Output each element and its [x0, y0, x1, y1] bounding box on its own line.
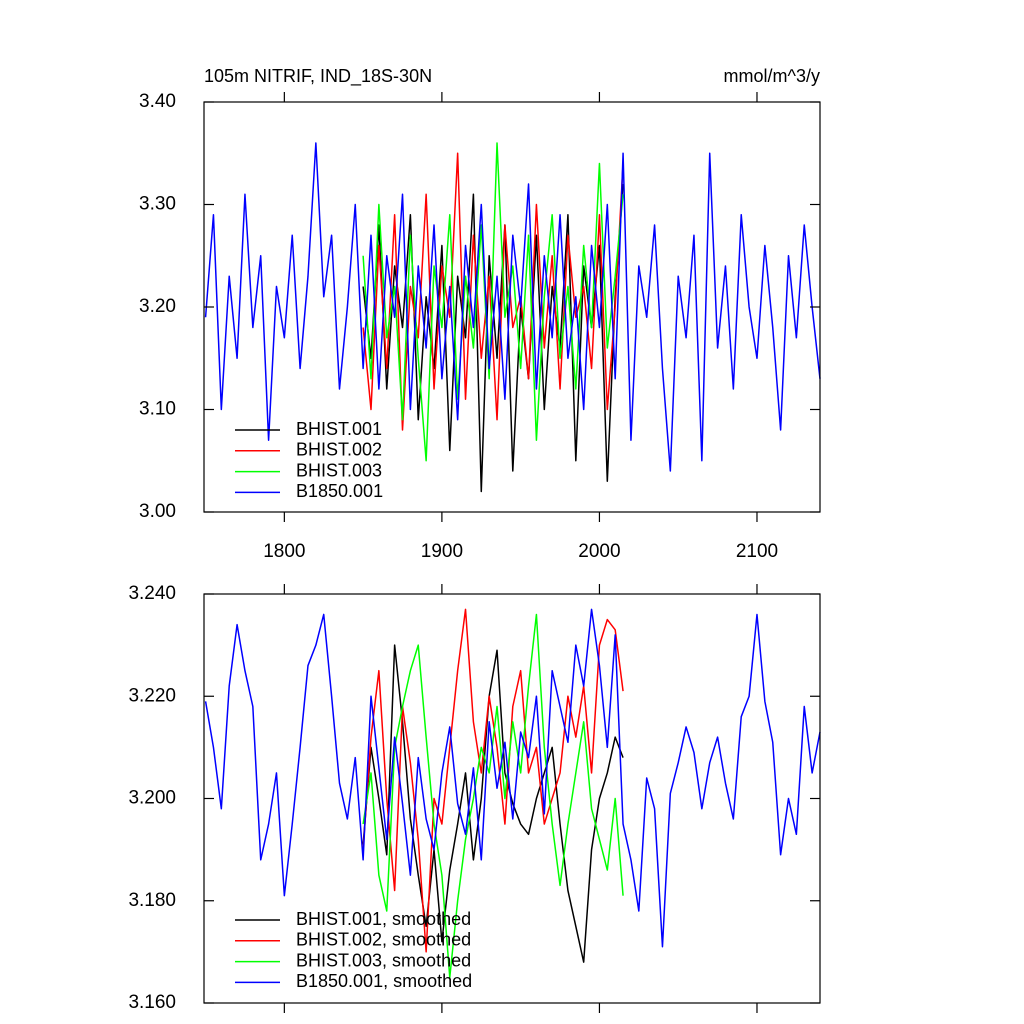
units-label: mmol/m^3/y — [724, 66, 820, 86]
y-tick-label: 3.160 — [128, 992, 176, 1013]
legend-label: BHIST.001 — [296, 419, 382, 439]
y-tick-label: 3.20 — [139, 296, 176, 317]
y-tick-label: 3.180 — [128, 890, 176, 911]
x-tick-label: 1900 — [421, 541, 463, 562]
x-tick-label: 2100 — [736, 541, 778, 562]
legend-label: BHIST.002, smoothed — [296, 930, 471, 950]
legend-label: BHIST.002 — [296, 440, 382, 460]
legend-label: B1850.001 — [296, 481, 383, 501]
series-line — [362, 613, 624, 979]
y-tick-label: 3.220 — [128, 685, 176, 706]
x-tick-label: 2000 — [578, 541, 620, 562]
y-tick-label: 3.10 — [139, 399, 176, 420]
y-tick-label: 3.40 — [139, 91, 176, 112]
y-tick-label: 3.00 — [139, 501, 176, 522]
series-line — [204, 142, 821, 472]
y-tick-label: 3.240 — [128, 583, 176, 604]
series-line — [362, 644, 624, 963]
series-line — [362, 152, 624, 431]
legend-label: BHIST.001, smoothed — [296, 909, 471, 929]
series-line — [362, 608, 624, 953]
y-tick-label: 3.200 — [128, 788, 176, 809]
legend-label: BHIST.003, smoothed — [296, 950, 471, 970]
legend-label: BHIST.003 — [296, 460, 382, 480]
chart-title: 105m NITRIF, IND_18S-30N — [204, 66, 432, 87]
y-tick-label: 3.30 — [139, 194, 176, 215]
series-line — [204, 608, 821, 948]
legend-label: B1850.001, smoothed — [296, 971, 472, 991]
series-line — [362, 142, 624, 462]
x-tick-label: 1800 — [263, 541, 305, 562]
